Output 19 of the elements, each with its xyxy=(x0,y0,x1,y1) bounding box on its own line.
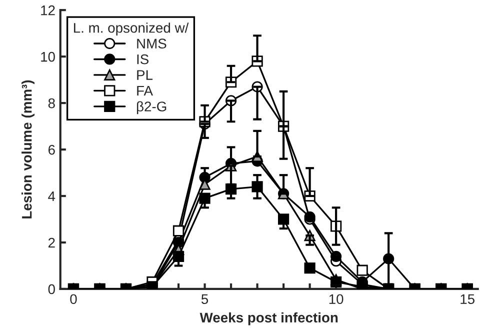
y-tick-label: 0 xyxy=(48,284,55,294)
y-axis-title: Lesion volume (mm³) xyxy=(22,80,34,218)
y-tick-label: 6 xyxy=(48,144,55,155)
legend-label: PL xyxy=(137,70,153,80)
y-tick-label: 10 xyxy=(41,52,55,62)
legend-label: FA xyxy=(137,86,153,96)
x-tick-label: 5 xyxy=(201,294,208,304)
y-tick-label: 4 xyxy=(48,191,56,202)
x-tick-label: 10 xyxy=(329,294,344,304)
x-tick-label: 0 xyxy=(70,294,77,304)
y-tick-label: 12 xyxy=(41,5,55,16)
legend-label: IS xyxy=(137,54,149,64)
y-tick-label: 8 xyxy=(48,98,55,108)
legend-title: L. m. opsonized w/ xyxy=(74,22,189,36)
y-tick-label: 2 xyxy=(48,238,55,248)
legend-label: NMS xyxy=(137,38,166,49)
legend-label: β2-G xyxy=(136,101,166,114)
x-tick-label: 15 xyxy=(460,294,474,304)
x-axis-title: Weeks post infection xyxy=(200,312,338,326)
